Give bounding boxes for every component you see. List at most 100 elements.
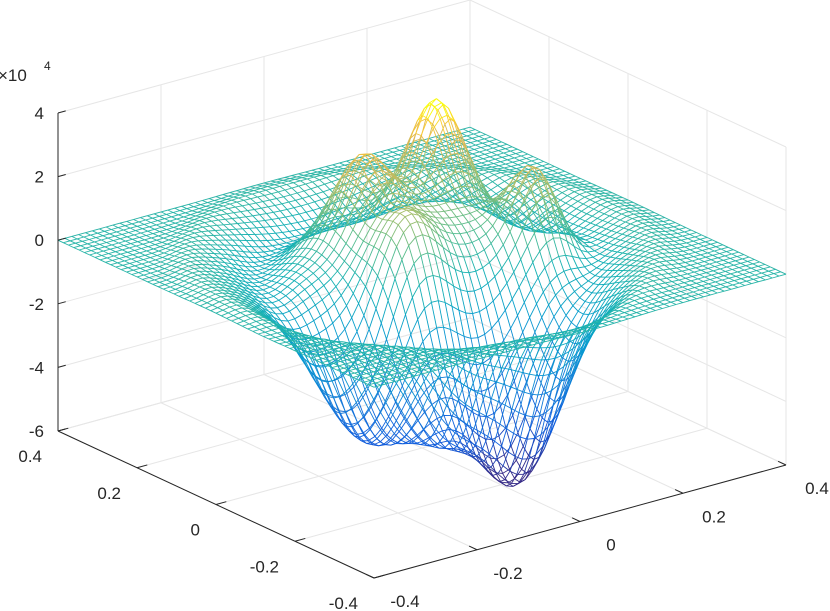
mesh-line <box>680 291 687 295</box>
mesh-line <box>686 291 694 295</box>
mesh-line <box>636 271 645 277</box>
mesh-line <box>582 275 589 282</box>
mesh-line <box>719 251 727 254</box>
mesh-line <box>390 224 399 239</box>
mesh-line <box>482 267 489 284</box>
mesh-line <box>746 280 752 285</box>
mesh-line <box>222 249 229 255</box>
mesh-line <box>693 238 701 242</box>
mesh-line <box>265 246 271 252</box>
mesh-line <box>245 216 252 223</box>
mesh-line <box>129 247 135 251</box>
mesh-line <box>434 102 442 107</box>
mesh-line <box>428 153 435 173</box>
mesh-line <box>713 270 719 274</box>
mesh-line <box>532 191 539 196</box>
mesh-line <box>625 241 632 244</box>
mesh-line <box>352 278 361 294</box>
mesh-line <box>652 215 659 220</box>
mesh-line <box>153 261 161 265</box>
mesh-line <box>717 290 725 294</box>
mesh-line <box>82 240 88 245</box>
mesh-line <box>263 250 271 253</box>
mesh-line <box>432 128 439 144</box>
mesh-line <box>704 276 711 280</box>
mesh-line <box>414 193 421 201</box>
mesh-line <box>469 126 476 131</box>
mesh-line <box>573 246 580 259</box>
mesh-line <box>727 246 734 251</box>
mesh-line <box>667 241 673 246</box>
mesh-line <box>546 316 555 331</box>
mesh-line <box>460 150 468 154</box>
mesh-line <box>435 149 444 153</box>
mesh-line <box>596 262 604 269</box>
mesh-line <box>552 237 560 257</box>
mesh-line <box>627 253 634 256</box>
mesh-line <box>593 226 602 232</box>
mesh-line <box>376 207 385 217</box>
mesh-line <box>282 230 290 233</box>
mesh-line <box>477 140 483 144</box>
mesh-line <box>662 252 670 254</box>
mesh-line <box>445 231 452 243</box>
mesh-line <box>488 158 496 162</box>
mesh-line <box>63 242 69 246</box>
mesh-line <box>199 217 207 222</box>
mesh-line <box>679 242 687 245</box>
mesh-line <box>632 285 640 291</box>
mesh-line <box>182 245 191 249</box>
mesh-line <box>208 248 215 254</box>
mesh-line <box>276 263 282 266</box>
mesh-line <box>461 184 467 190</box>
mesh-line <box>612 264 620 271</box>
mesh-line <box>615 197 623 199</box>
mesh-line <box>363 227 371 242</box>
mesh-line <box>749 272 756 276</box>
mesh-line <box>369 180 376 187</box>
mesh-line <box>723 257 731 261</box>
mesh-line <box>185 212 191 216</box>
mesh-line <box>519 381 527 400</box>
mesh-line <box>382 286 389 301</box>
mesh-line <box>173 237 182 242</box>
mesh-line <box>168 222 176 226</box>
mesh-line <box>621 270 629 277</box>
mesh-line <box>620 239 626 242</box>
mesh-line <box>550 221 556 226</box>
mesh-line <box>689 247 698 251</box>
mesh-line <box>261 206 269 209</box>
mesh-line <box>493 413 500 437</box>
mesh-line <box>423 191 429 197</box>
mesh-line <box>168 239 175 242</box>
mesh-line <box>424 179 433 184</box>
mesh-line <box>648 241 654 245</box>
mesh-line <box>500 171 508 174</box>
mesh-line <box>291 187 298 194</box>
mesh-line <box>545 170 553 173</box>
mesh-line <box>487 143 495 147</box>
mesh-line <box>574 327 583 344</box>
mesh-line <box>625 280 631 283</box>
mesh-line <box>115 249 123 253</box>
mesh-line <box>599 228 607 234</box>
mesh-line <box>266 213 273 220</box>
mesh-line <box>510 221 517 223</box>
mesh-line <box>322 191 329 198</box>
mesh-line <box>355 181 362 192</box>
mesh-line <box>255 202 262 209</box>
mesh-line <box>730 271 738 275</box>
mesh-line <box>715 244 723 248</box>
mesh-line <box>279 263 288 271</box>
mesh-line <box>611 250 618 253</box>
mesh-line <box>121 267 129 271</box>
mesh-line <box>461 221 469 225</box>
mesh-line <box>85 247 92 252</box>
mesh-line <box>395 178 403 185</box>
mesh-line <box>227 254 235 256</box>
mesh-line <box>318 166 326 169</box>
mesh-line <box>644 219 650 223</box>
mesh-line <box>291 173 299 177</box>
mesh-line <box>531 158 539 162</box>
mesh-line <box>217 261 224 267</box>
